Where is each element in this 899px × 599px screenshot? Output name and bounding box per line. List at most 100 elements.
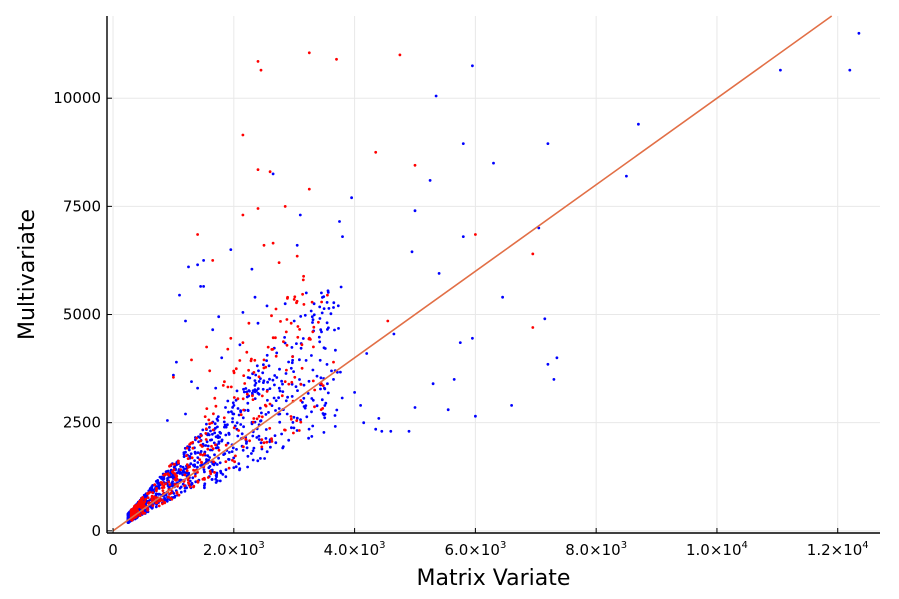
data-point xyxy=(287,382,291,386)
data-point xyxy=(153,483,157,487)
data-point xyxy=(194,452,197,455)
data-point xyxy=(208,422,212,426)
data-point xyxy=(362,421,366,425)
data-point xyxy=(190,482,194,486)
data-point xyxy=(290,426,293,430)
data-point xyxy=(226,441,230,445)
data-point xyxy=(270,440,274,443)
data-point xyxy=(244,387,248,390)
data-point xyxy=(205,345,209,349)
data-point xyxy=(208,369,212,373)
data-point xyxy=(175,471,179,475)
data-point xyxy=(242,387,245,391)
data-point xyxy=(315,404,319,408)
data-point xyxy=(292,298,296,301)
data-point xyxy=(279,320,282,323)
data-point xyxy=(285,343,289,347)
data-point xyxy=(353,391,356,394)
data-point xyxy=(256,60,260,63)
data-point xyxy=(280,379,283,383)
data-point xyxy=(205,458,208,461)
data-point xyxy=(246,401,250,405)
data-point xyxy=(284,399,288,403)
data-point xyxy=(226,347,230,351)
data-point xyxy=(277,396,280,400)
data-point xyxy=(141,512,145,515)
data-point xyxy=(210,438,214,442)
data-point xyxy=(205,407,209,410)
data-point xyxy=(172,375,175,379)
data-point xyxy=(210,421,214,425)
data-point xyxy=(209,472,213,476)
data-point xyxy=(217,456,221,460)
data-points xyxy=(126,31,861,524)
data-point xyxy=(196,456,200,459)
data-point xyxy=(269,445,272,449)
data-point xyxy=(295,416,299,420)
data-point xyxy=(339,370,342,374)
data-point xyxy=(221,384,225,387)
data-point xyxy=(133,505,136,508)
data-point xyxy=(320,300,323,304)
data-point xyxy=(274,336,277,340)
data-point xyxy=(311,321,314,324)
data-point xyxy=(297,429,301,432)
data-point xyxy=(292,426,296,430)
data-point xyxy=(151,504,155,508)
data-point xyxy=(332,301,336,305)
data-point xyxy=(322,431,326,434)
data-point xyxy=(857,31,861,35)
data-point xyxy=(271,241,275,245)
data-point xyxy=(241,341,245,344)
data-point xyxy=(336,370,339,374)
data-point xyxy=(321,407,325,410)
data-point xyxy=(139,501,143,505)
data-point xyxy=(251,394,254,398)
data-point xyxy=(227,466,231,470)
data-point xyxy=(398,53,402,57)
data-point xyxy=(245,442,248,445)
data-point xyxy=(234,454,237,458)
data-point xyxy=(281,382,284,386)
data-point xyxy=(242,445,245,449)
data-point xyxy=(307,427,311,431)
data-point xyxy=(182,451,186,454)
data-point xyxy=(253,384,257,387)
data-point xyxy=(452,378,456,381)
data-point xyxy=(238,359,242,362)
data-point xyxy=(321,412,325,415)
data-point xyxy=(319,387,322,391)
data-point xyxy=(186,457,190,460)
data-point xyxy=(168,483,172,486)
data-point xyxy=(192,485,195,489)
data-point xyxy=(306,392,310,395)
data-point xyxy=(285,368,288,372)
data-point xyxy=(241,133,245,137)
data-point xyxy=(177,459,180,463)
data-point xyxy=(291,421,295,424)
data-point xyxy=(188,455,192,458)
data-point xyxy=(226,385,230,389)
data-point xyxy=(474,233,477,236)
data-point xyxy=(260,415,264,419)
data-point xyxy=(235,421,239,425)
data-point xyxy=(286,297,289,300)
data-point xyxy=(239,423,243,426)
data-point xyxy=(196,465,199,469)
data-point xyxy=(245,390,249,394)
data-point xyxy=(325,301,329,304)
data-point xyxy=(206,447,210,451)
data-point xyxy=(160,475,164,479)
data-point xyxy=(253,379,257,382)
data-point xyxy=(232,426,236,430)
data-point xyxy=(234,367,238,371)
data-point xyxy=(471,64,474,68)
data-point xyxy=(247,368,251,372)
data-point xyxy=(392,332,396,336)
data-point xyxy=(220,438,224,442)
data-point xyxy=(244,437,248,441)
data-point xyxy=(213,471,216,474)
data-point xyxy=(198,458,202,461)
data-point xyxy=(237,462,241,466)
